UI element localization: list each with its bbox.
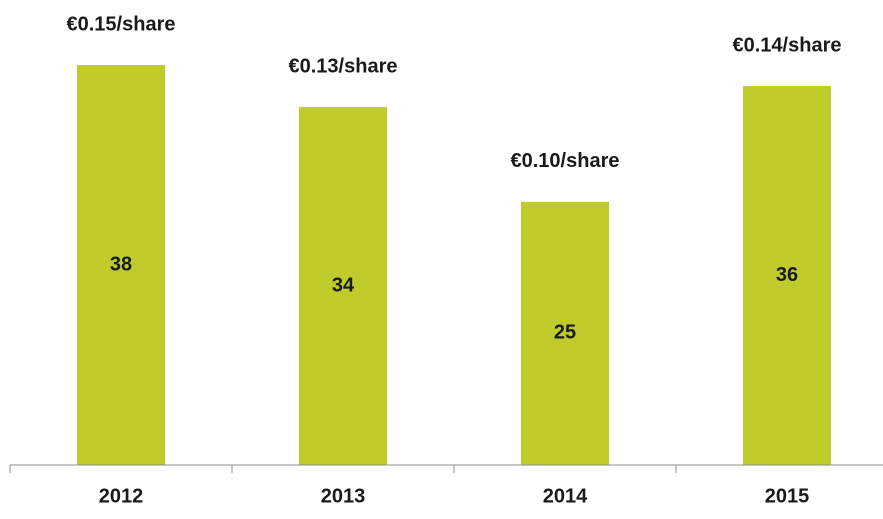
annotation: €0.13/share (289, 55, 398, 77)
x-tick-label: 2013 (321, 485, 366, 507)
bar (77, 65, 165, 465)
annotation: €0.10/share (511, 150, 620, 172)
x-tick-label: 2012 (99, 485, 144, 507)
bar (743, 86, 831, 465)
data-label: 25 (554, 322, 576, 344)
data-label: 36 (776, 264, 798, 286)
x-tick-label: 2015 (765, 485, 810, 507)
bar (299, 107, 387, 466)
data-label: 34 (332, 274, 355, 296)
data-label: 38 (110, 253, 132, 275)
bar (521, 201, 609, 465)
annotation: €0.15/share (67, 13, 176, 35)
x-tick-label: 2014 (543, 485, 588, 507)
annotation: €0.14/share (733, 34, 842, 56)
